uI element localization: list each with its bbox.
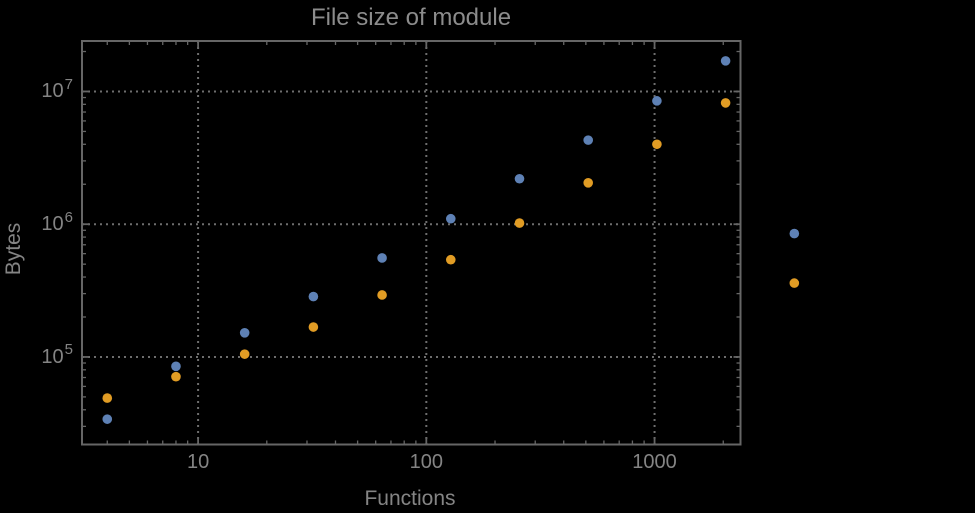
data-point-series-1-blue [652,96,662,106]
plot-frame [81,40,742,446]
y-tick-label: 107 [41,75,73,103]
x-tick-label: 1000 [632,451,677,473]
data-point-series-2-orange [239,349,250,359]
data-point-series-2-orange [720,98,731,108]
data-point-series-1-blue [445,213,456,224]
y-axis-label: Bytes [2,222,25,276]
x-axis-label: Functions [364,487,456,510]
data-point-series-1-blue [514,173,525,184]
data-point-series-2-orange [102,393,113,403]
data-point-series-1-blue [377,253,387,263]
x-tick-label: 100 [409,451,443,473]
x-tick-label: 10 [186,451,210,473]
data-point-series-1-blue [102,414,113,424]
data-point-series-1-blue [171,361,181,372]
data-point-series-2-orange [789,278,800,288]
data-point-series-1-blue [720,56,731,66]
data-point-series-1-blue [239,328,250,338]
data-point-series-2-orange [308,322,319,332]
data-point-series-1-blue [308,291,319,302]
y-tick-label: 106 [41,208,73,236]
data-point-series-1-blue [789,228,800,239]
y-tick-label: 105 [41,341,73,368]
data-point-series-1-blue [583,135,593,145]
data-point-series-2-orange [171,371,181,382]
data-point-series-2-orange [377,290,387,300]
data-point-series-2-orange [583,178,593,188]
data-point-series-2-orange [445,254,456,265]
chart-title: File size of module [310,4,512,31]
data-point-series-2-orange [652,139,662,150]
data-point-series-2-orange [514,218,525,228]
